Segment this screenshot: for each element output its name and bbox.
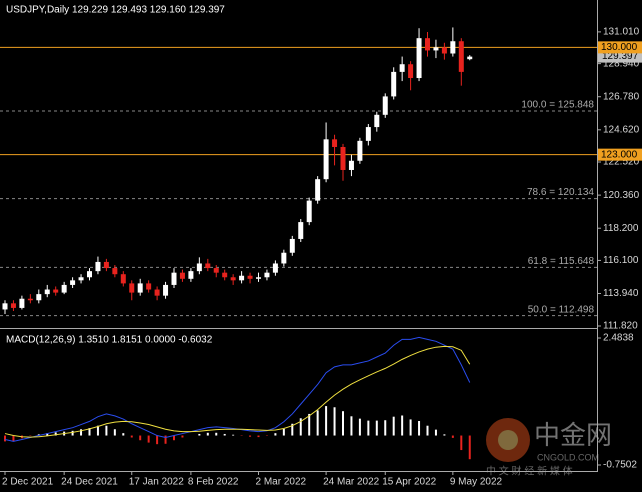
candle-body (137, 283, 143, 293)
candle-body (205, 263, 211, 269)
candle-body (146, 283, 152, 290)
candle-body (289, 238, 295, 253)
x-tick-label: 8 Feb 2022 (188, 477, 239, 488)
candle-body (163, 284, 169, 296)
candle-body (433, 47, 439, 51)
candle-body (230, 277, 236, 281)
candle-body (374, 114, 380, 128)
y-tick-label: 2.4838 (603, 333, 634, 344)
candle-body (298, 222, 304, 239)
x-tick-label: 2 Mar 2022 (256, 477, 307, 488)
y-tick-label: 111.820 (603, 321, 638, 332)
candle-body (239, 275, 245, 281)
candle-body (467, 56, 473, 60)
y-tick-label: 113.940 (603, 288, 639, 299)
candle-body (129, 283, 135, 293)
candle-body (179, 272, 185, 279)
candle-body (120, 274, 126, 284)
fib-label: 50.0 = 112.498 (528, 304, 595, 315)
candle-body (332, 139, 338, 147)
fib-label: 100.0 = 125.848 (521, 100, 594, 111)
candle-body (10, 303, 16, 308)
y-tick-label: 128.940 (603, 58, 640, 69)
candle-body (408, 64, 414, 79)
level-tag-label: 123.000 (601, 149, 638, 160)
level-tag (598, 148, 642, 161)
candle-body (340, 146, 346, 170)
y-tick-label: 126.780 (603, 91, 640, 102)
fib-label: 61.8 = 115.648 (528, 256, 595, 267)
indicator-title: MACD(12,26,9) 1.3510 1.8151 0.0000 -0.60… (6, 335, 213, 346)
watermark: 中金网 CNGOLD.COM 中 文 财 经 新 媒 体 (486, 418, 612, 478)
x-tick-label: 24 Dec 2021 (61, 477, 118, 488)
watermark-title: 中金网 (534, 420, 612, 450)
candle-body (19, 298, 25, 308)
candle-body (154, 289, 160, 296)
candle-body (70, 280, 76, 285)
y-tick-label: -0.7502 (603, 460, 637, 471)
level-tag (598, 41, 642, 54)
y-tick-label: 118.200 (603, 223, 639, 234)
candle-body (222, 272, 228, 278)
candle-body (399, 64, 405, 72)
level-tag-label: 130.000 (601, 42, 638, 53)
candle-body (27, 298, 33, 301)
candle-body (188, 271, 194, 279)
y-tick-label: 116.100 (603, 255, 639, 266)
candle-body (357, 140, 363, 161)
candle-body (103, 261, 109, 269)
candle-body (458, 41, 464, 72)
candle-body (365, 127, 371, 141)
candle-body (281, 252, 287, 264)
candle-body (450, 41, 456, 54)
candle-body (247, 275, 253, 279)
indicator-line (4, 345, 471, 438)
candle-body (2, 303, 8, 310)
y-tick-label: 120.360 (603, 190, 640, 201)
y-tick-label: 124.620 (603, 124, 640, 135)
candle-body (196, 263, 202, 272)
candle-body (61, 284, 67, 293)
candle-body (171, 272, 177, 285)
watermark-logo (498, 430, 518, 450)
candle-body (441, 47, 447, 54)
price-tag-label: 129.397 (602, 51, 639, 62)
x-tick-label: 24 Mar 2022 (323, 477, 380, 488)
x-tick-label: 17 Jan 2022 (129, 477, 184, 488)
candle-body (264, 272, 270, 278)
y-tick-label: 122.520 (603, 157, 640, 168)
price-tag (598, 50, 642, 63)
candle-body (112, 268, 118, 275)
candle-body (53, 289, 59, 293)
candle-body (425, 38, 430, 51)
candle-body (44, 289, 50, 295)
candle-body (391, 71, 397, 97)
x-tick-label: 9 May 2022 (450, 477, 503, 488)
x-tick-label: 15 Apr 2022 (382, 477, 436, 488)
candle-body (78, 277, 84, 281)
y-tick-label: 131.010 (603, 27, 640, 38)
candle-body (36, 294, 42, 301)
candle-body (323, 139, 329, 180)
candle-body (272, 263, 278, 273)
candle-body (213, 268, 219, 273)
x-tick-label: 2 Dec 2021 (2, 477, 54, 488)
candle-body (87, 271, 92, 278)
fib-label: 78.6 = 120.134 (527, 187, 594, 198)
candle-body (348, 160, 354, 170)
candle-body (416, 38, 422, 79)
chart-title: USDJPY,Daily 129.229 129.493 129.160 129… (6, 5, 225, 16)
candle-body (95, 261, 101, 272)
watermark-site: CNGOLD.COM (537, 452, 599, 462)
candle-body (306, 200, 312, 223)
candle-body (382, 96, 388, 115)
candle-body (315, 179, 321, 201)
candle-body (256, 277, 261, 279)
